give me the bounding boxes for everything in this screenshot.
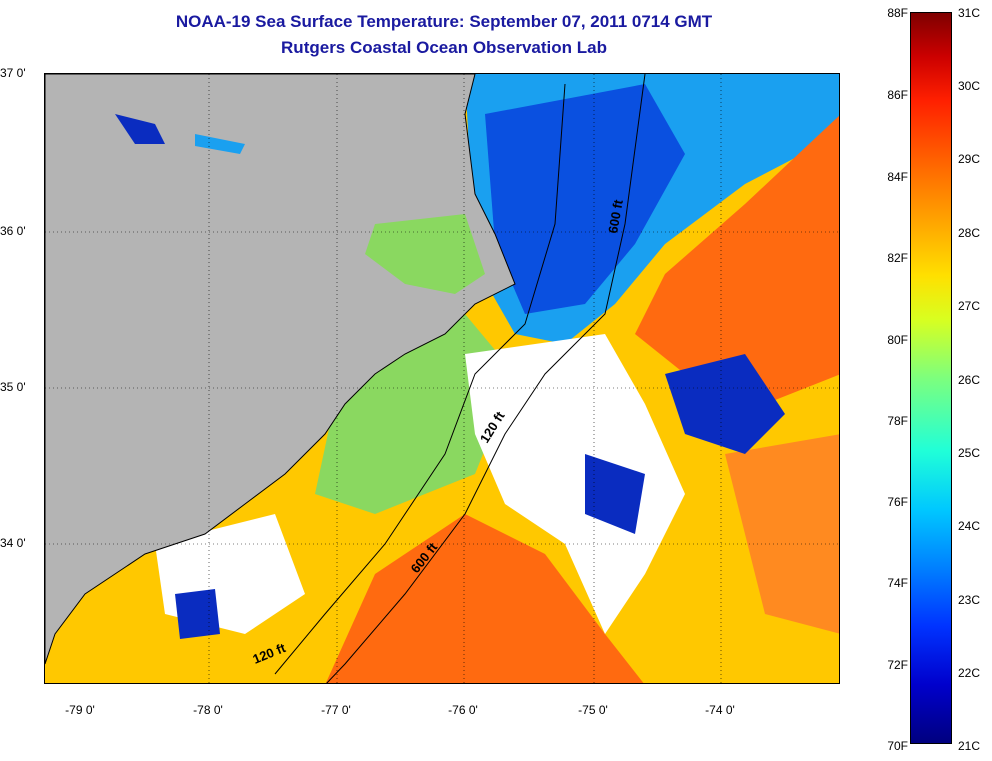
lon-label: -75 0' [578, 703, 608, 717]
lon-label: -79 0' [65, 703, 95, 717]
cold-patch [585, 454, 645, 534]
colorbar-c-label: 22C [958, 666, 981, 680]
inland-lake [195, 134, 245, 154]
isobath-label: 600 ft [605, 198, 626, 235]
warm-east-region [725, 434, 839, 634]
pamlico-sound [365, 214, 485, 294]
colorbar-f-label: 78F [887, 414, 908, 428]
gulf-stream-region [635, 115, 839, 404]
warm-south-region [325, 514, 644, 683]
colorbar-f-label: 74F [887, 576, 908, 590]
colorbar-f-label: 84F [887, 170, 908, 184]
cold-water-region [485, 84, 685, 314]
lon-label: -76 0' [448, 703, 478, 717]
colorbar-f-label: 76F [887, 495, 908, 509]
isobath-120ft [274, 83, 566, 675]
colorbar-c-label: 31C [958, 6, 981, 20]
lon-label: -74 0' [705, 703, 735, 717]
temperature-colorbar [910, 12, 952, 744]
colorbar-f-label: 86F [887, 88, 908, 102]
colorbar-c-label: 25C [958, 446, 981, 460]
chart-title: NOAA-19 Sea Surface Temperature: Septemb… [175, 12, 713, 31]
inland-lake [115, 114, 165, 144]
cloud-cover [465, 334, 685, 634]
chart-subtitle: Rutgers Coastal Ocean Observation Lab [281, 38, 607, 57]
lon-label: -78 0' [193, 703, 223, 717]
lon-label: -77 0' [321, 703, 351, 717]
colorbar-c-label: 27C [958, 299, 981, 313]
colorbar-c-label: 28C [958, 226, 981, 240]
colorbar-f-label: 70F [887, 739, 908, 753]
lat-label: 34 0' [0, 536, 26, 550]
isobath-600ft [326, 74, 646, 683]
colorbar-c-label: 29C [958, 152, 981, 166]
colorbar-c-label: 26C [958, 373, 981, 387]
colorbar-c-label: 30C [958, 79, 981, 93]
colorbar-c-label: 23C [958, 593, 981, 607]
colorbar-c-label: 21C [958, 739, 981, 753]
cold-patch [665, 354, 785, 454]
lat-label: 36 0' [0, 224, 26, 238]
colorbar-f-label: 82F [887, 251, 908, 265]
graticule [45, 74, 839, 683]
lat-label: 35 0' [0, 380, 26, 394]
cold-patch [175, 589, 220, 639]
colorbar-f-label: 72F [887, 658, 908, 672]
colorbar-c-label: 24C [958, 519, 981, 533]
colorbar-f-label: 80F [887, 333, 908, 347]
sst-map: 600 ft 120 ft 600 ft 120 ft [44, 73, 840, 684]
sst-map-canvas: 600 ft 120 ft 600 ft 120 ft [45, 74, 839, 683]
lat-label: 37 0' [0, 66, 26, 80]
colorbar-f-label: 88F [887, 6, 908, 20]
